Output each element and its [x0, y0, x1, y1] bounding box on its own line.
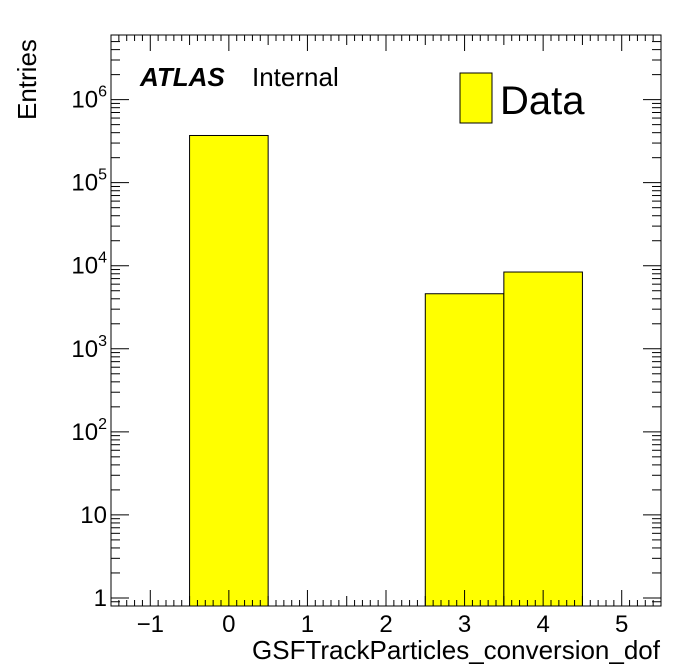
y-tick-label: 1: [94, 585, 107, 612]
atlas-label: ATLAS: [139, 62, 225, 92]
y-axis-label: Entries: [12, 39, 42, 120]
legend: Data: [459, 72, 585, 124]
internal-label: Internal: [252, 62, 339, 92]
y-tick-labels: 1 10 102 103 104 105 106: [71, 84, 107, 612]
y-tick-label: 102: [71, 416, 107, 446]
x-tick-label: 2: [379, 611, 392, 638]
x-axis-label: GSFTrackParticles_conversion_dof: [252, 635, 661, 665]
x-tick-label: −1: [137, 611, 164, 638]
x-tick-label: 4: [536, 611, 549, 638]
legend-swatch-data: [459, 72, 493, 124]
legend-label-data: Data: [500, 79, 585, 123]
x-tick-label: 5: [615, 611, 628, 638]
y-tick-label: 10: [80, 502, 107, 529]
histogram-bar: [189, 134, 269, 607]
y-tick-label: 103: [71, 333, 107, 363]
y-tick-label: 104: [71, 250, 107, 280]
y-tick-label: 105: [71, 167, 107, 197]
axis-ticks: [110, 34, 662, 607]
plot-frame: [110, 34, 662, 607]
histogram-bar: [424, 293, 505, 607]
histogram-bar: [503, 271, 583, 607]
x-tick-label: 1: [301, 611, 314, 638]
x-tick-label: 3: [458, 611, 471, 638]
histogram-bars: [189, 134, 583, 607]
y-tick-label: 106: [71, 84, 107, 114]
x-tick-labels: −1 0 1 2 3 4 5: [137, 611, 629, 638]
x-tick-label: 0: [222, 611, 235, 638]
